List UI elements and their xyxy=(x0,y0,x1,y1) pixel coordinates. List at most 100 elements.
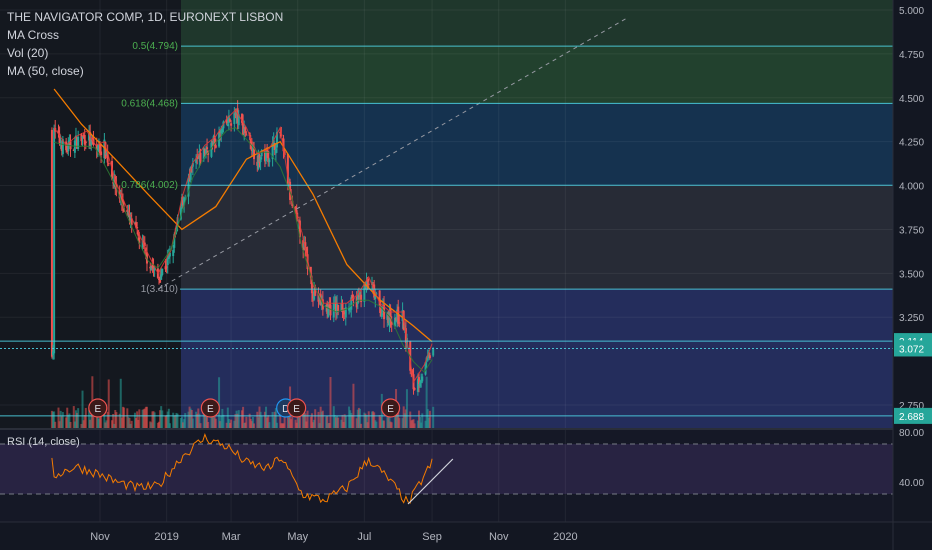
candle-body xyxy=(143,242,146,247)
candle-body xyxy=(60,145,63,152)
candle-body xyxy=(260,150,263,157)
candle-body xyxy=(100,151,103,155)
candle-body xyxy=(188,176,191,178)
candle-body xyxy=(328,304,331,308)
time-tick-label: 2019 xyxy=(154,531,178,543)
volume-bar xyxy=(272,417,275,428)
candle-body xyxy=(383,304,386,320)
volume-bar xyxy=(244,422,247,428)
volume-bar xyxy=(351,415,354,428)
candle-body xyxy=(337,304,340,311)
volume-bar xyxy=(228,422,231,428)
candle-body xyxy=(179,207,182,220)
fib-zone xyxy=(181,103,893,186)
volume-bar xyxy=(172,412,175,428)
candle-body xyxy=(226,124,229,127)
volume-bar xyxy=(350,412,353,428)
candle-body xyxy=(375,293,378,295)
time-tick-label: Nov xyxy=(90,531,110,543)
volume-bar xyxy=(358,408,361,428)
volume-bar xyxy=(50,410,53,428)
candle-body xyxy=(133,223,136,225)
candle-body xyxy=(343,311,346,315)
candle-body xyxy=(210,142,213,157)
volume-bar xyxy=(60,416,63,428)
candle-body xyxy=(364,284,367,287)
legend-ma-cross[interactable]: MA Cross xyxy=(7,28,60,42)
candle-body xyxy=(80,134,83,142)
legend-volume[interactable]: Vol (20) xyxy=(7,46,49,60)
candle-body xyxy=(388,310,391,327)
volume-bar xyxy=(411,419,414,428)
volume-bar xyxy=(184,413,187,428)
candle-body xyxy=(221,128,224,133)
candle-body xyxy=(130,218,133,225)
volume-bar xyxy=(355,418,358,428)
volume-bar xyxy=(152,411,155,428)
volume-bar xyxy=(83,415,86,428)
candle-body xyxy=(183,197,186,206)
candle-body xyxy=(428,355,431,359)
volume-bar xyxy=(90,410,93,428)
volume-bar xyxy=(176,413,179,428)
volume-bar xyxy=(156,422,159,428)
candle-body xyxy=(211,140,214,143)
candle-body xyxy=(275,132,278,148)
candle-body xyxy=(199,152,202,162)
chart-legend: THE NAVIGATOR COMP, 1D, EURONEXT LISBON … xyxy=(7,8,283,80)
volume-bar xyxy=(167,408,170,428)
volume-bar xyxy=(342,422,345,428)
volume-bar xyxy=(112,413,115,428)
volume-bar xyxy=(58,421,61,428)
candle-body xyxy=(164,266,167,270)
volume-bar xyxy=(99,412,101,428)
price-tick-label: 4.500 xyxy=(899,94,924,105)
volume-bar xyxy=(227,419,230,428)
volume-bar xyxy=(296,410,299,428)
candle-body xyxy=(356,294,359,304)
volume-bar xyxy=(198,413,201,428)
earnings-marker: E xyxy=(287,398,307,418)
candle-body xyxy=(84,141,87,144)
candle-body xyxy=(236,108,239,123)
volume-bar xyxy=(219,421,222,428)
rsi-legend[interactable]: RSI (14, close) xyxy=(7,436,80,448)
candle-body xyxy=(333,302,336,306)
volume-bar xyxy=(386,410,389,428)
candle-body xyxy=(161,268,164,275)
volume-bar xyxy=(313,419,316,428)
volume-bar xyxy=(174,415,177,428)
candle-body xyxy=(67,142,70,152)
volume-bar xyxy=(67,414,70,428)
candle-body xyxy=(424,362,427,375)
volume-bar xyxy=(88,410,91,428)
legend-ma50[interactable]: MA (50, close) xyxy=(7,64,84,78)
price-tick-label: 4.250 xyxy=(899,138,924,149)
candle-body xyxy=(253,147,256,160)
candle-body xyxy=(413,388,416,390)
candle-body xyxy=(90,137,93,146)
volume-bar xyxy=(142,409,145,428)
candle-body xyxy=(82,135,85,137)
time-tick-label: Nov xyxy=(489,531,509,543)
candle-body xyxy=(95,144,98,151)
candle-body xyxy=(256,161,259,166)
fib-zone xyxy=(181,0,893,47)
volume-bar xyxy=(412,419,415,428)
volume-bar xyxy=(266,417,269,428)
candle-body xyxy=(202,147,205,160)
fib-levels[interactable]: 0.5(4.794) 0.618(4.468) 0.786(4.002) 1(3.41… xyxy=(0,41,893,417)
volume-bar xyxy=(426,409,429,428)
candle-body xyxy=(273,143,276,151)
candle-body xyxy=(304,242,307,251)
candle-body xyxy=(135,222,138,228)
candle-body xyxy=(336,303,339,313)
volume-bar xyxy=(68,413,71,428)
volume-bars xyxy=(50,376,435,428)
candle-body xyxy=(244,127,247,134)
volume-bar xyxy=(157,421,160,428)
candle-body xyxy=(112,182,115,184)
volume-bar xyxy=(121,406,124,428)
